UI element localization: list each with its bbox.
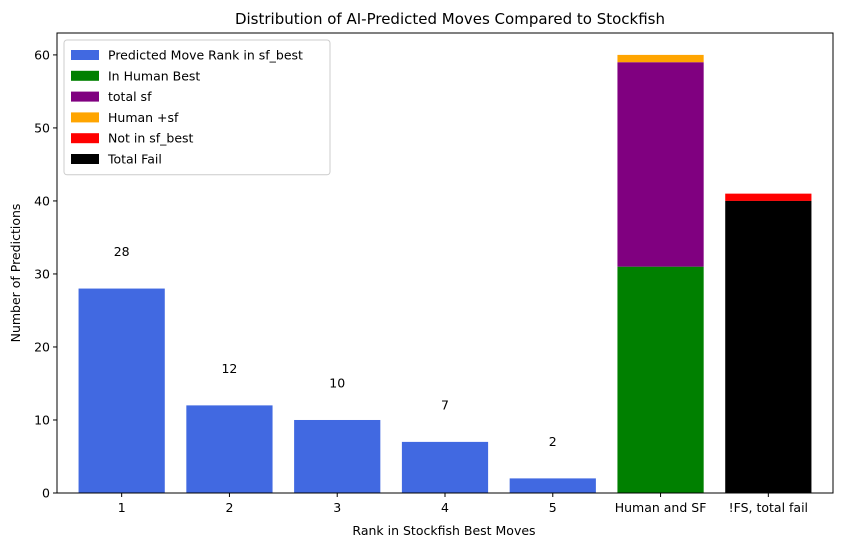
x-tick-label: 4 <box>441 500 449 515</box>
data-labels-group: 28 12 10 7 2 <box>114 244 557 449</box>
x-axis-label: Rank in Stockfish Best Moves <box>352 523 535 538</box>
bar <box>186 405 273 493</box>
chart-title: Distribution of AI-Predicted Moves Compa… <box>235 10 665 28</box>
y-axis: 0 10 20 30 40 50 60 <box>34 47 57 501</box>
x-tick-label: 1 <box>118 500 126 515</box>
legend-label: Not in sf_best <box>108 131 194 146</box>
legend: Predicted Move Rank in sf_best In Human B… <box>63 39 331 176</box>
y-tick-label: 30 <box>34 266 50 281</box>
legend-label: Total Fail <box>107 152 162 167</box>
bar-value-label: 12 <box>221 361 237 376</box>
legend-label: total sf <box>108 89 152 104</box>
legend-box <box>63 39 331 176</box>
legend-label: Predicted Move Rank in sf_best <box>108 48 303 63</box>
plot-frame <box>56 32 834 494</box>
x-axis: 1 2 3 4 5 Human and SF !FS, total fail <box>118 493 808 515</box>
bar <box>617 266 704 493</box>
bar <box>617 54 704 63</box>
legend-label: Human +sf <box>108 110 179 125</box>
x-tick-label: !FS, total fail <box>729 500 808 515</box>
x-tick-label: Human and SF <box>615 500 707 515</box>
x-tick-label: 3 <box>333 500 341 515</box>
legend-swatch <box>71 154 99 164</box>
bar-value-label: 2 <box>549 434 557 449</box>
legend-swatch <box>71 70 99 81</box>
legend-swatch <box>71 91 99 102</box>
y-tick-label: 50 <box>34 120 50 135</box>
y-tick-label: 20 <box>34 339 50 354</box>
bar <box>617 62 704 267</box>
y-tick-label: 0 <box>42 486 50 501</box>
legend-swatch <box>71 50 99 60</box>
bar <box>294 419 381 493</box>
bar-value-label: 10 <box>329 375 345 390</box>
bar <box>509 478 596 493</box>
legend-swatch <box>71 112 99 123</box>
bar <box>401 441 489 493</box>
y-tick-label: 60 <box>34 47 50 62</box>
legend-label: In Human Best <box>108 68 200 83</box>
y-tick-label: 40 <box>34 193 50 208</box>
bar <box>725 193 812 201</box>
y-axis-label: Number of Predictions <box>8 204 23 343</box>
x-tick-label: 2 <box>225 500 233 515</box>
bar <box>725 200 812 493</box>
bar <box>78 288 165 493</box>
bars-group <box>78 54 812 493</box>
bar-value-label: 7 <box>441 397 449 412</box>
bar-value-label: 28 <box>114 244 130 259</box>
y-tick-label: 10 <box>34 412 50 427</box>
x-tick-label: 5 <box>549 500 557 515</box>
legend-swatch <box>71 133 99 144</box>
